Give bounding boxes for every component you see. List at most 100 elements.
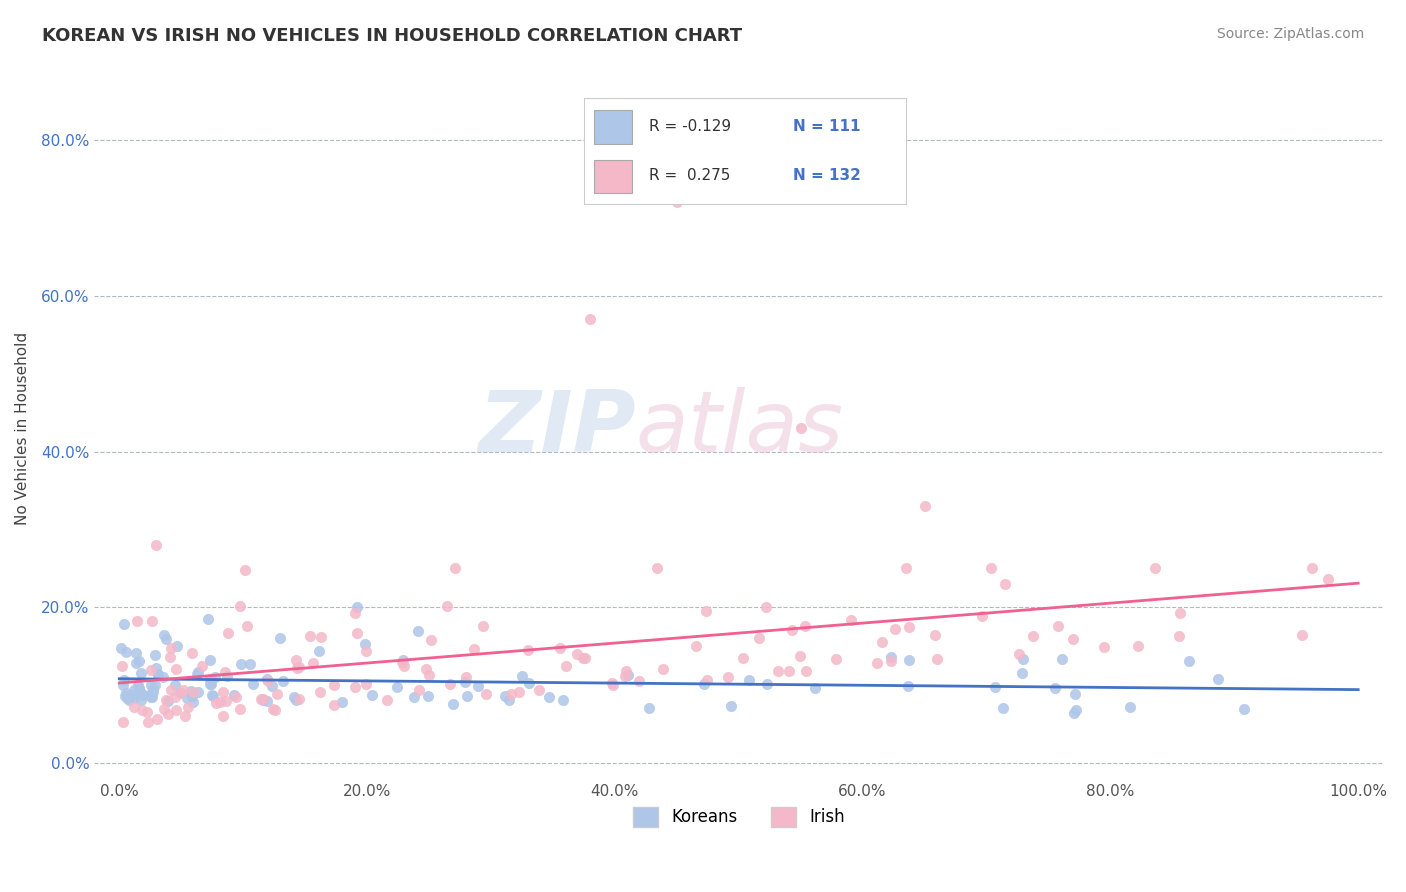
- Point: [266, 687, 288, 701]
- Point: [183, 685, 205, 699]
- Point: [271, 674, 294, 689]
- Point: [1168, 630, 1191, 644]
- Point: [152, 670, 174, 684]
- Point: [174, 709, 197, 723]
- Point: [288, 691, 311, 706]
- Point: [160, 682, 183, 697]
- Point: [211, 709, 233, 723]
- Point: [177, 700, 200, 714]
- Point: [180, 647, 202, 661]
- Point: [391, 653, 413, 667]
- Point: [527, 682, 550, 697]
- Point: [600, 676, 623, 690]
- Point: [343, 681, 366, 695]
- Point: [394, 658, 416, 673]
- Point: [118, 693, 141, 707]
- Point: [494, 689, 516, 703]
- Point: [191, 658, 214, 673]
- Point: [508, 684, 530, 698]
- Point: [454, 670, 477, 684]
- Point: [332, 695, 354, 709]
- Point: [717, 670, 740, 684]
- Point: [160, 640, 183, 655]
- Point: [420, 632, 443, 647]
- Point: [309, 684, 332, 698]
- Point: [602, 678, 624, 692]
- Point: [138, 688, 160, 702]
- Point: [1062, 632, 1084, 646]
- Point: [125, 646, 148, 660]
- Point: [1064, 703, 1087, 717]
- Point: [553, 693, 575, 707]
- Point: [510, 669, 533, 683]
- Point: [1177, 654, 1199, 668]
- Point: [215, 669, 238, 683]
- Point: [789, 421, 811, 435]
- Point: [565, 647, 588, 661]
- Point: [145, 538, 167, 552]
- Point: [880, 649, 903, 664]
- Point: [628, 674, 651, 689]
- Point: [416, 689, 439, 703]
- Point: [323, 698, 346, 713]
- Point: [993, 576, 1015, 591]
- Point: [1233, 702, 1256, 716]
- Point: [354, 637, 377, 651]
- Point: [456, 690, 478, 704]
- Point: [165, 678, 187, 692]
- Point: [181, 695, 204, 709]
- Point: [309, 630, 332, 644]
- Point: [346, 626, 368, 640]
- Point: [143, 648, 166, 663]
- Point: [176, 691, 198, 706]
- Point: [229, 702, 252, 716]
- Point: [537, 690, 560, 704]
- Point: [288, 660, 311, 674]
- Point: [1011, 665, 1033, 680]
- Point: [204, 670, 226, 684]
- Point: [111, 714, 134, 729]
- Text: Source: ZipAtlas.com: Source: ZipAtlas.com: [1216, 27, 1364, 41]
- Point: [285, 653, 308, 667]
- Point: [131, 703, 153, 717]
- Point: [914, 499, 936, 513]
- Point: [187, 685, 209, 699]
- Point: [391, 655, 413, 669]
- Point: [415, 661, 437, 675]
- Point: [720, 699, 742, 714]
- Point: [793, 619, 815, 633]
- Point: [652, 662, 675, 676]
- Text: atlas: atlas: [636, 386, 844, 470]
- Point: [233, 563, 256, 577]
- Point: [471, 619, 494, 633]
- Point: [1050, 652, 1073, 666]
- Point: [115, 686, 138, 700]
- Point: [614, 665, 637, 679]
- Point: [387, 680, 409, 694]
- Point: [1063, 687, 1085, 701]
- Point: [141, 690, 163, 704]
- Point: [375, 693, 398, 707]
- Point: [252, 691, 274, 706]
- Point: [695, 604, 717, 618]
- Point: [157, 694, 180, 708]
- Point: [898, 653, 921, 667]
- Point: [231, 657, 253, 671]
- Point: [474, 687, 496, 701]
- Point: [927, 652, 949, 666]
- Point: [839, 614, 862, 628]
- Point: [145, 661, 167, 675]
- Point: [285, 693, 308, 707]
- Point: [870, 634, 893, 648]
- Point: [766, 665, 789, 679]
- Point: [239, 657, 262, 671]
- Point: [269, 632, 291, 646]
- Point: [883, 622, 905, 636]
- Point: [572, 651, 595, 665]
- Point: [824, 652, 846, 666]
- Point: [262, 702, 284, 716]
- Point: [202, 690, 225, 704]
- Point: [132, 688, 155, 702]
- Point: [408, 682, 430, 697]
- Point: [165, 690, 187, 704]
